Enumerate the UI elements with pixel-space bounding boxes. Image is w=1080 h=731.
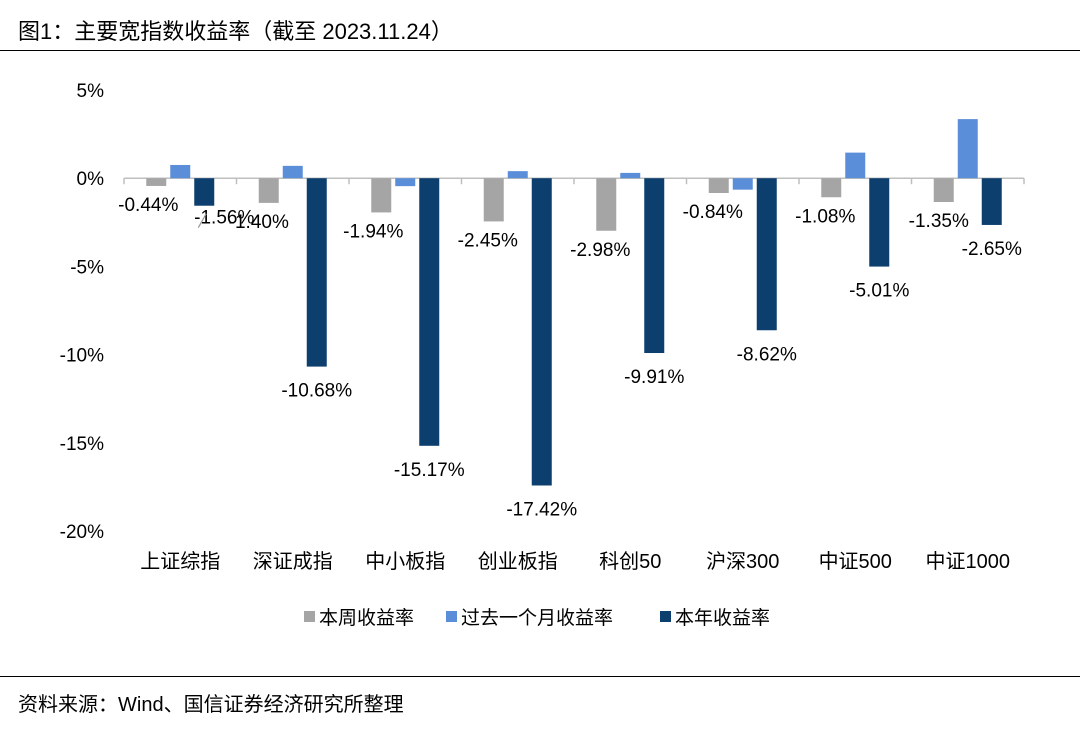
legend-swatch bbox=[660, 611, 671, 622]
data-label: -8.62% bbox=[737, 344, 797, 365]
bar bbox=[596, 178, 617, 231]
data-label: -1.56% bbox=[194, 208, 254, 229]
data-label: -1.35% bbox=[909, 211, 969, 232]
bar bbox=[194, 178, 215, 206]
top-divider bbox=[0, 50, 1080, 51]
bar bbox=[371, 178, 392, 213]
y-tick-label: -15% bbox=[60, 434, 104, 455]
bar bbox=[933, 178, 954, 203]
bar bbox=[756, 178, 777, 331]
y-tick-label: -10% bbox=[60, 346, 104, 367]
bar bbox=[644, 178, 665, 354]
data-label: -10.68% bbox=[281, 381, 352, 402]
bar bbox=[957, 119, 978, 179]
y-tick-label: 5% bbox=[77, 81, 105, 102]
bar bbox=[258, 178, 279, 203]
data-label: -2.45% bbox=[458, 230, 518, 251]
bar-chart: 5% 0% -5% -10% -15% -20% -0.44% -1.40% -1.94% -2.… bbox=[60, 81, 1025, 629]
bar bbox=[845, 152, 866, 179]
x-category-label: 沪深300 bbox=[706, 550, 779, 573]
bottom-divider bbox=[0, 676, 1080, 677]
bar bbox=[483, 178, 504, 222]
y-tick-label: -20% bbox=[60, 522, 104, 543]
x-category-label: 中小板指 bbox=[365, 550, 445, 573]
legend-label: 本年收益率 bbox=[675, 607, 770, 629]
legend-swatch bbox=[446, 611, 457, 622]
data-label: -9.91% bbox=[624, 367, 684, 388]
x-category-label: 创业板指 bbox=[478, 550, 558, 573]
data-label: -2.98% bbox=[570, 240, 630, 261]
data-label: -0.44% bbox=[118, 195, 178, 216]
x-category-label: 科创50 bbox=[599, 550, 661, 573]
x-category-label: 上证综指 bbox=[140, 550, 220, 573]
bar bbox=[146, 178, 167, 186]
x-category-label: 中证1000 bbox=[926, 550, 1011, 573]
bar bbox=[282, 165, 303, 179]
legend-label: 本周收益率 bbox=[319, 607, 414, 629]
data-label: -15.17% bbox=[394, 460, 465, 481]
label-leader-line bbox=[197, 213, 207, 229]
bar bbox=[419, 178, 440, 446]
bar bbox=[170, 164, 191, 179]
data-label: -2.65% bbox=[962, 239, 1022, 260]
legend-label: 过去一个月收益率 bbox=[461, 607, 613, 629]
x-category-label: 中证500 bbox=[819, 550, 892, 573]
bar bbox=[869, 178, 890, 267]
y-tick-label: 0% bbox=[77, 169, 105, 190]
data-label: -1.94% bbox=[343, 221, 403, 242]
data-label: -17.42% bbox=[506, 499, 577, 520]
bar bbox=[620, 172, 641, 179]
data-label: -1.40% bbox=[229, 212, 289, 233]
legend-swatch bbox=[304, 611, 315, 622]
x-category-label: 深证成指 bbox=[253, 550, 333, 573]
data-label: -5.01% bbox=[849, 281, 909, 302]
bar bbox=[531, 178, 552, 486]
chart-title: 图1：主要宽指数收益率（截至 2023.11.24） bbox=[18, 19, 453, 44]
bar bbox=[821, 178, 842, 198]
bar bbox=[732, 178, 753, 190]
bar bbox=[981, 178, 1002, 225]
bar bbox=[507, 171, 528, 179]
bar bbox=[395, 178, 416, 187]
data-label: -1.08% bbox=[795, 206, 855, 227]
bar bbox=[306, 178, 327, 367]
source-note: 资料来源：Wind、国信证券经济研究所整理 bbox=[18, 694, 404, 716]
bar bbox=[708, 178, 729, 194]
y-tick-label: -5% bbox=[70, 257, 104, 278]
data-label: -0.84% bbox=[683, 202, 743, 223]
